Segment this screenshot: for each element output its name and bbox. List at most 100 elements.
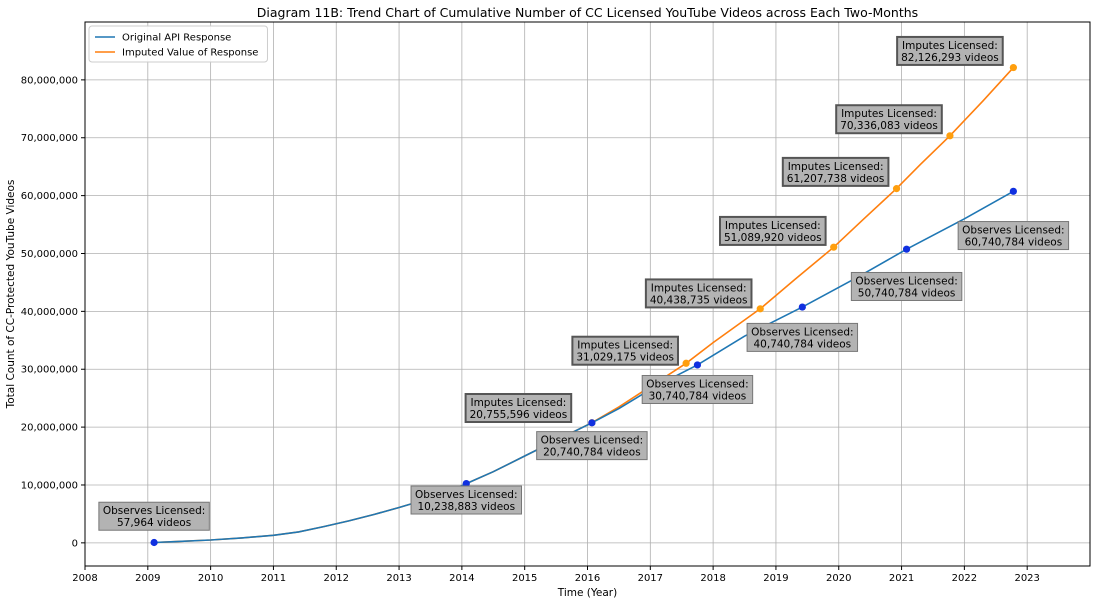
x-tick-label: 2022 — [952, 573, 977, 584]
annotation-line-2: 51,089,920 videos — [724, 232, 822, 244]
series-lines — [154, 67, 1014, 544]
y-axis-label: Total Count of CC-Protected YouTube Vide… — [5, 180, 17, 410]
annotation-line-1: Observes Licensed: — [103, 505, 205, 517]
annotation-box — [571, 335, 679, 366]
annotation-line-2: 20,740,784 videos — [543, 447, 641, 459]
y-tick-label: 40,000,000 — [21, 307, 78, 318]
annotation-box — [835, 104, 943, 135]
annotation-line-1: Imputes Licensed: — [725, 220, 821, 232]
annotation-box — [746, 322, 859, 352]
x-tick-label: 2020 — [826, 573, 851, 584]
annotation-line-1: Observes Licensed: — [646, 378, 748, 390]
chart-title: Diagram 11B: Trend Chart of Cumulative N… — [257, 5, 918, 20]
annotation-box — [896, 35, 1004, 66]
annotation-line-1: Observes Licensed: — [962, 225, 1064, 237]
x-tick-label: 2009 — [135, 573, 160, 584]
x-tick-label: 2015 — [512, 573, 537, 584]
y-tick-label: 20,000,000 — [21, 423, 78, 434]
annotation-line-2: 57,964 videos — [117, 517, 191, 529]
observed-point — [1009, 187, 1017, 195]
x-tick-label: 2021 — [889, 573, 914, 584]
y-tick-label: 80,000,000 — [21, 75, 78, 86]
annotation-box — [644, 278, 753, 309]
observed-annotation: Observes Licensed:20,740,784 videos — [536, 431, 648, 461]
imputed-annotation: Imputes Licensed:82,126,293 videos — [896, 35, 1004, 66]
x-tick-label: 2023 — [1014, 573, 1039, 584]
annotations: Observes Licensed:57,964 videosObserves … — [98, 35, 1070, 531]
imputed-point — [682, 359, 690, 367]
annotation-box — [641, 374, 754, 404]
x-tick-label: 2012 — [324, 573, 349, 584]
annotation-line-2: 31,029,175 videos — [576, 352, 674, 364]
annotation-line-1: Imputes Licensed: — [577, 340, 673, 352]
annotation-box — [957, 221, 1070, 251]
y-tick-label: 60,000,000 — [21, 191, 78, 202]
observed-point — [798, 303, 806, 311]
annotation-box — [98, 501, 210, 531]
observed-point — [462, 479, 470, 488]
annotation-box — [850, 271, 963, 301]
annotation-box — [410, 485, 522, 515]
annotation-line-1: Observes Licensed: — [415, 489, 517, 501]
annotation-box — [781, 156, 890, 187]
annotation-line-2: 50,740,784 videos — [858, 287, 956, 299]
data-markers — [150, 63, 1017, 547]
y-tick-label: 10,000,000 — [21, 480, 78, 491]
annotation-line-2: 82,126,293 videos — [901, 52, 999, 64]
legend: Original API Response Imputed Value of Re… — [88, 25, 268, 63]
observed-annotation: Observes Licensed:40,740,784 videos — [746, 322, 859, 352]
annotation-line-2: 40,438,735 videos — [650, 294, 748, 306]
observed-point — [902, 245, 911, 253]
imputed-annotation: Imputes Licensed:70,336,083 videos — [835, 104, 943, 135]
imputed-annotation: Imputes Licensed:40,438,735 videos — [644, 278, 753, 309]
annotation-line-1: Observes Licensed: — [855, 275, 957, 287]
imputed-point — [946, 132, 954, 140]
x-axis-label: Time (Year) — [557, 587, 617, 599]
imputed-annotation: Imputes Licensed:20,755,596 videos — [464, 393, 573, 424]
x-tick-label: 2016 — [575, 573, 600, 584]
series-line-original — [154, 190, 1014, 544]
annotation-line-2: 30,740,784 videos — [649, 390, 747, 402]
y-tick-label: 50,000,000 — [21, 249, 78, 260]
x-tick-label: 2018 — [700, 573, 725, 584]
observed-point — [588, 419, 596, 427]
imputed-point — [892, 185, 901, 193]
annotation-box — [464, 393, 573, 424]
annotation-line-2: 61,207,738 videos — [787, 173, 885, 185]
y-tick-label: 70,000,000 — [21, 133, 78, 144]
annotation-line-1: Observes Licensed: — [541, 435, 643, 447]
legend-box — [88, 25, 268, 63]
imputed-annotation: Imputes Licensed:51,089,920 videos — [718, 215, 827, 246]
observed-annotation: Observes Licensed:50,740,784 videos — [850, 271, 963, 301]
observed-annotation: Observes Licensed:60,740,784 videos — [957, 221, 1070, 251]
x-tick-label: 2011 — [261, 573, 286, 584]
x-tick-label: 2010 — [198, 573, 223, 584]
annotation-line-1: Imputes Licensed: — [902, 40, 998, 52]
observed-annotation: Observes Licensed:57,964 videos — [98, 501, 210, 531]
imputed-annotation: Imputes Licensed:61,207,738 videos — [781, 156, 890, 187]
y-tick-label: 0 — [72, 538, 78, 549]
x-tick-label: 2013 — [386, 573, 411, 584]
series-line-imputed — [154, 67, 1014, 544]
annotation-line-1: Imputes Licensed: — [651, 282, 747, 294]
annotation-line-2: 10,238,883 videos — [417, 501, 515, 513]
annotation-line-2: 20,755,596 videos — [470, 409, 568, 421]
annotation-line-1: Imputes Licensed: — [470, 397, 566, 409]
x-tick-label: 2019 — [763, 573, 788, 584]
imputed-point — [830, 243, 838, 251]
observed-point — [150, 538, 158, 547]
annotation-line-1: Imputes Licensed: — [841, 108, 937, 120]
annotation-box — [718, 215, 827, 246]
annotation-line-2: 70,336,083 videos — [840, 120, 938, 132]
y-tick-label: 30,000,000 — [21, 365, 78, 376]
imputed-point — [1009, 63, 1017, 72]
legend-label: Original API Response — [122, 33, 231, 44]
observed-annotation: Observes Licensed:30,740,784 videos — [641, 374, 754, 404]
x-tick-label: 2017 — [638, 573, 663, 584]
axis-ticks: 2008 2009 2010 2011 2012 2013 2014 2015 2016 2017… — [21, 75, 1040, 584]
legend-label: Imputed Value of Response — [122, 48, 258, 59]
observed-point — [693, 361, 702, 369]
annotation-line-1: Imputes Licensed: — [788, 161, 884, 173]
